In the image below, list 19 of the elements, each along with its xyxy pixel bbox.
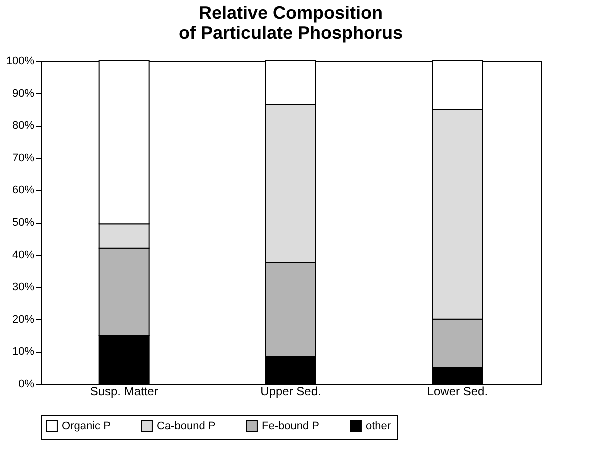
x-tick-label: Lower Sed. xyxy=(427,384,488,398)
y-tick-label: 50% xyxy=(12,217,35,229)
y-tick-label: 20% xyxy=(12,314,35,326)
y-tick-label: 40% xyxy=(12,249,35,262)
y-tick-label: 60% xyxy=(12,184,35,197)
y-tick-label: 30% xyxy=(12,282,35,294)
chart-title: Relative Composition of Particulate Phosphorus xyxy=(178,3,404,43)
legend-label: Organic P xyxy=(62,420,111,432)
legend-label: Fe-bound P xyxy=(262,420,320,432)
y-tick-label: 10% xyxy=(12,346,35,358)
x-tick-label: Susp. Matter xyxy=(90,384,158,398)
y-tick-label: 80% xyxy=(12,120,35,132)
y-tick-label: 70% xyxy=(12,152,35,164)
y-tick-label: 0% xyxy=(18,378,35,390)
legend-label: Ca-bound P xyxy=(157,420,216,432)
y-tick-label: 90% xyxy=(12,88,35,100)
y-tick-label: 100% xyxy=(6,56,35,68)
x-tick-label: Upper Sed. xyxy=(260,384,322,398)
legend-label: other xyxy=(366,420,392,432)
